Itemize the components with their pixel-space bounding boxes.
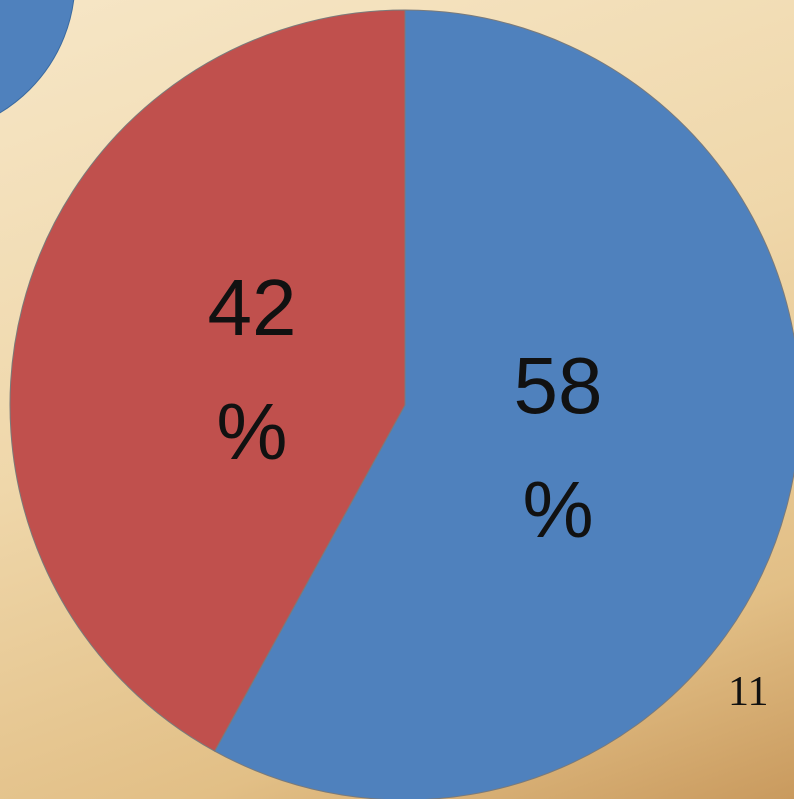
page-number: 11 (728, 669, 769, 715)
value-label: 58 % (513, 341, 603, 555)
decor-circle (0, 0, 75, 114)
pie-slice (214, 9, 794, 799)
pie-slice (9, 9, 406, 752)
value-label: 42 % (207, 262, 297, 476)
pie (9, 9, 794, 799)
